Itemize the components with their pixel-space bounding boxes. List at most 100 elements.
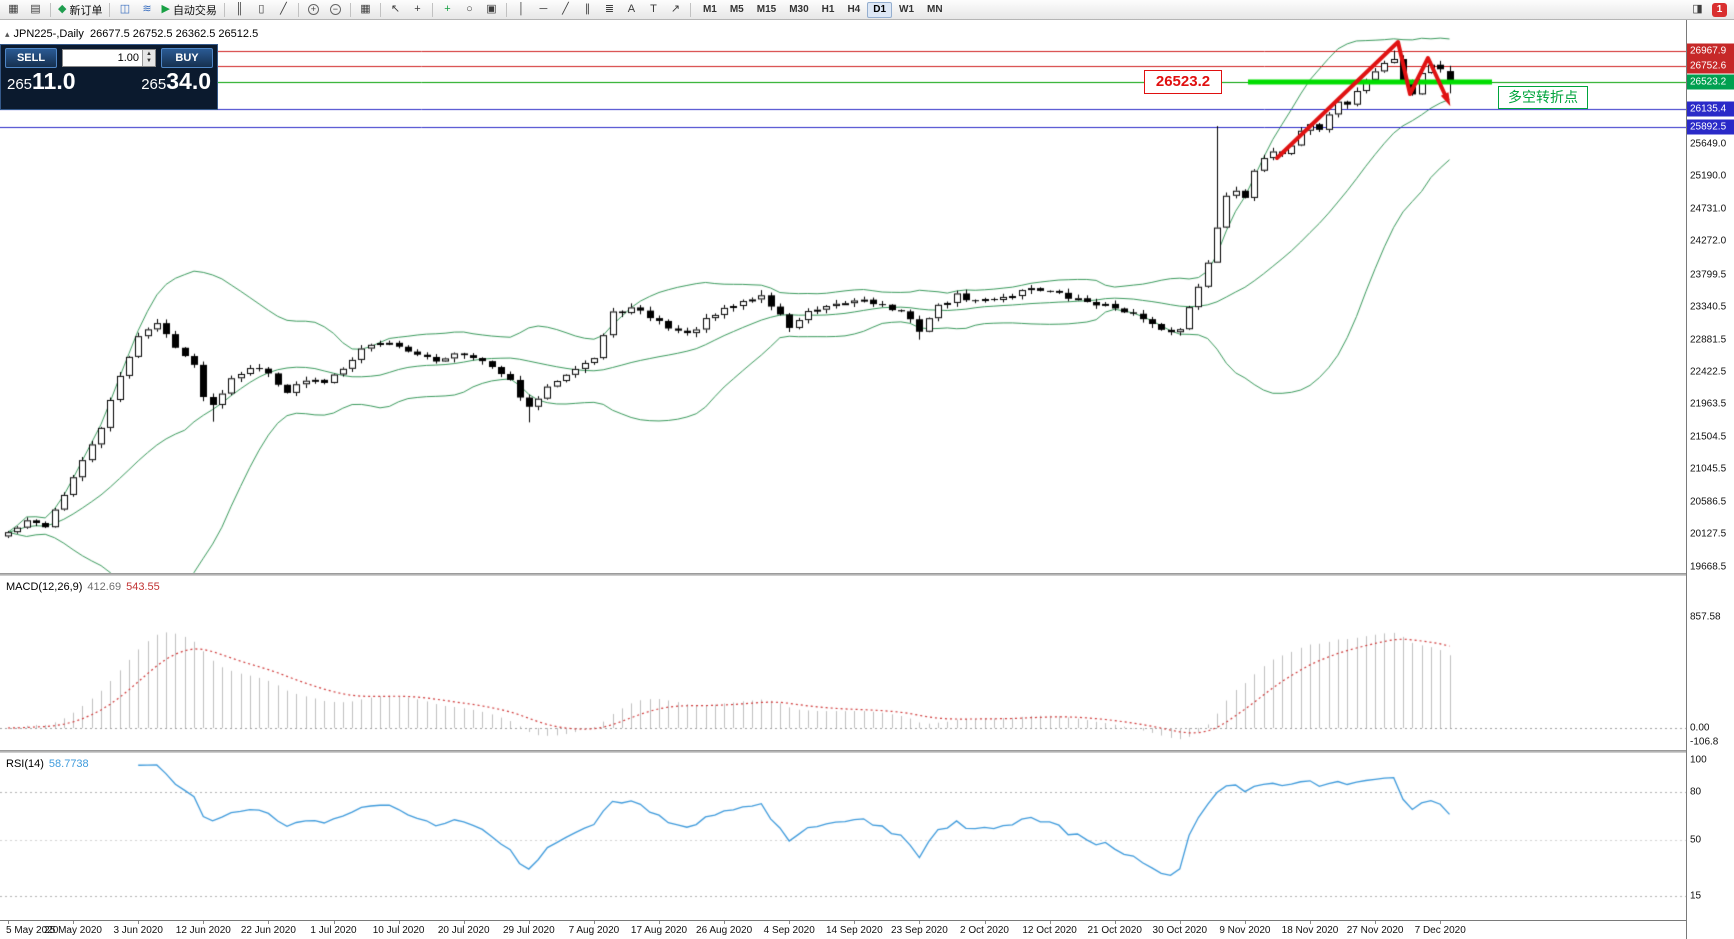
price-axis-tick: 25649.0 xyxy=(1690,138,1727,150)
date-axis-label: 9 Nov 2020 xyxy=(1219,925,1271,936)
macd-axis-tick: 857.58 xyxy=(1690,611,1721,623)
rsi-axis-tick: 15 xyxy=(1690,890,1702,902)
data-window-button[interactable]: ◫ xyxy=(114,1,135,18)
auto-trading-button-label: 自动交易 xyxy=(172,4,217,17)
auto-trading-button[interactable]: ▶ 自动交易 xyxy=(158,1,219,18)
horizontal-line-icon: ─ xyxy=(539,3,548,15)
rsi-label: RSI(14) 58.7738 xyxy=(6,758,89,770)
profiles-button[interactable]: ▤ xyxy=(25,1,46,18)
trendline-button[interactable]: ╱ xyxy=(555,1,576,18)
macd-axis-tick: -106.8 xyxy=(1690,736,1719,748)
arrows-button[interactable]: ↗ xyxy=(665,1,686,18)
buy-button[interactable]: BUY xyxy=(161,48,213,68)
price-axis[interactable]: 25649.0 25190.0 24731.0 24272.0 23799.5 23340… xyxy=(1686,20,1734,939)
horizontal-line-button[interactable]: ─ xyxy=(533,1,554,18)
date-axis[interactable]: 5 May 2020 25 May 2020 3 Jun 2020 12 Jun 20… xyxy=(0,920,1686,939)
vertical-line-button[interactable]: │ xyxy=(511,1,532,18)
date-axis-tick-mark xyxy=(1049,921,1051,924)
timeframe-h4-button[interactable]: H4 xyxy=(847,4,861,15)
candlestick-chart-icon: ▯ xyxy=(258,3,265,15)
buy-price: 26534.0 xyxy=(141,70,211,93)
date-axis-tick-mark xyxy=(1440,921,1442,924)
date-axis-tick-mark xyxy=(919,921,921,924)
date-axis-tick-mark xyxy=(1114,921,1116,924)
timeframe-d1-button[interactable]: D1 xyxy=(867,1,893,18)
zoom-out-button[interactable]: − xyxy=(325,1,346,18)
trade-panel-controls: SELL 1.00 ▲ ▼ BUY xyxy=(5,48,213,68)
panel-separator[interactable] xyxy=(0,750,1734,753)
zoom-in-icon: + xyxy=(307,4,319,15)
fibonacci-button[interactable]: ≣ xyxy=(599,1,620,18)
text-button[interactable]: A xyxy=(621,1,642,18)
price-axis-tick: 20586.5 xyxy=(1690,496,1727,508)
one-click-toggle-icon[interactable]: ▴ xyxy=(5,29,10,39)
date-axis-label: 5 May 2020 xyxy=(6,925,59,936)
new-order-button[interactable]: ◆ 新订单 xyxy=(55,1,105,18)
templates-icon: ▣ xyxy=(486,3,497,15)
volume-input[interactable]: 1.00 ▲ ▼ xyxy=(62,49,156,67)
alerts-button[interactable]: ◨ xyxy=(1687,1,1708,18)
timeframe-m1-button[interactable]: M1 xyxy=(702,4,717,15)
timeframe-mn-button[interactable]: MN xyxy=(927,4,943,15)
symbol-name: JPN225-,Daily xyxy=(13,28,84,40)
rsi-indicator-panel[interactable] xyxy=(0,753,1686,920)
date-axis-label: 12 Oct 2020 xyxy=(1022,925,1077,936)
equidistant-channel-button[interactable]: ∥ xyxy=(577,1,598,18)
profiles-icon: ▤ xyxy=(30,3,41,15)
date-axis-tick-mark xyxy=(268,921,270,924)
toolbar-separator xyxy=(505,2,507,17)
spinner-down-icon[interactable]: ▼ xyxy=(146,58,152,64)
objects-button[interactable]: ○ xyxy=(459,1,480,18)
tile-windows-button[interactable]: ▦ xyxy=(355,1,376,18)
volume-spinner[interactable]: ▲ ▼ xyxy=(142,50,155,66)
date-axis-tick-mark xyxy=(593,921,595,924)
label-icon: T xyxy=(650,3,657,15)
price-axis-tick: 20127.5 xyxy=(1690,528,1727,540)
navigator-button[interactable]: ≋ xyxy=(136,1,157,18)
timeframe-m15-button[interactable]: M15 xyxy=(756,4,777,15)
date-axis-tick-mark xyxy=(984,921,986,924)
date-axis-tick-mark xyxy=(528,921,530,924)
timeframe-w1-button[interactable]: W1 xyxy=(899,4,915,15)
crosshair-button[interactable]: + xyxy=(407,1,428,18)
timeframe-h1-button[interactable]: H1 xyxy=(821,4,835,15)
objects-icon: ○ xyxy=(466,3,473,15)
price-callout-label[interactable]: 26523.2 xyxy=(1144,70,1222,94)
date-axis-tick-mark xyxy=(789,921,791,924)
date-axis-label: 3 Jun 2020 xyxy=(113,925,163,936)
date-axis-label: 30 Oct 2020 xyxy=(1152,925,1208,936)
date-axis-label: 14 Sep 2020 xyxy=(825,925,883,936)
bar-chart-icon: ║ xyxy=(235,3,244,15)
new-chart-button[interactable]: ▦ xyxy=(3,1,24,18)
date-axis-label: 29 Jul 2020 xyxy=(502,925,555,936)
indicators-button[interactable]: + xyxy=(437,1,458,18)
turning-point-label[interactable]: 多空转折点 xyxy=(1498,86,1588,109)
bar-chart-button[interactable]: ║ xyxy=(229,1,250,18)
date-axis-label: 26 Aug 2020 xyxy=(696,925,753,936)
timeframe-m30-button[interactable]: M30 xyxy=(789,4,809,15)
panel-separator[interactable] xyxy=(0,573,1734,576)
timeframe-m5-button[interactable]: M5 xyxy=(729,4,744,15)
candlestick-chart-button[interactable]: ▯ xyxy=(251,1,272,18)
date-axis-tick-mark xyxy=(398,921,400,924)
date-axis-label: 20 Jul 2020 xyxy=(437,925,490,936)
spinner-up-icon[interactable]: ▲ xyxy=(146,51,152,57)
line-chart-button[interactable]: ╱ xyxy=(273,1,294,18)
date-axis-tick-mark xyxy=(1310,921,1311,924)
zoom-out-icon: − xyxy=(329,4,341,15)
label-button[interactable]: T xyxy=(643,1,664,18)
cursor-button[interactable]: ↖ xyxy=(385,1,406,18)
templates-button[interactable]: ▣ xyxy=(481,1,502,18)
rsi-axis-tick: 50 xyxy=(1690,834,1702,846)
notification-badge[interactable]: 1 xyxy=(1712,2,1727,17)
sell-button[interactable]: SELL xyxy=(5,48,57,68)
toolbar-right-group: ◨ 1 xyxy=(1687,1,1731,18)
main-price-chart[interactable] xyxy=(0,20,1686,573)
rsi-axis-tick: 80 xyxy=(1690,786,1702,798)
cursor-icon: ↖ xyxy=(390,3,401,15)
zoom-in-button[interactable]: + xyxy=(303,1,324,18)
data-window-icon: ◫ xyxy=(119,3,131,15)
one-click-trading-panel: SELL 1.00 ▲ ▼ BUY 26511.0 26534.0 xyxy=(0,44,218,110)
macd-indicator-panel[interactable] xyxy=(0,576,1686,750)
toolbar-separator xyxy=(223,2,225,17)
